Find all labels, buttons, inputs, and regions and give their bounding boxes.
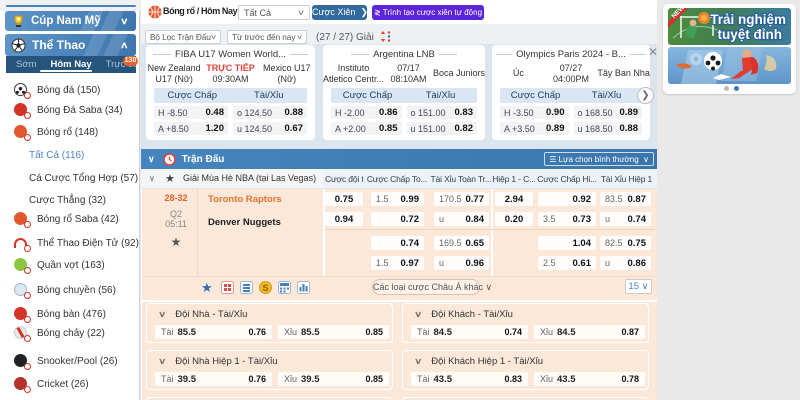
svg-text:NEW: NEW — [670, 8, 686, 20]
svg-text:Trải nghiệm: Trải nghiệm — [710, 12, 786, 27]
svg-text:tuyệt đỉnh: tuyệt đỉnh — [718, 27, 783, 42]
